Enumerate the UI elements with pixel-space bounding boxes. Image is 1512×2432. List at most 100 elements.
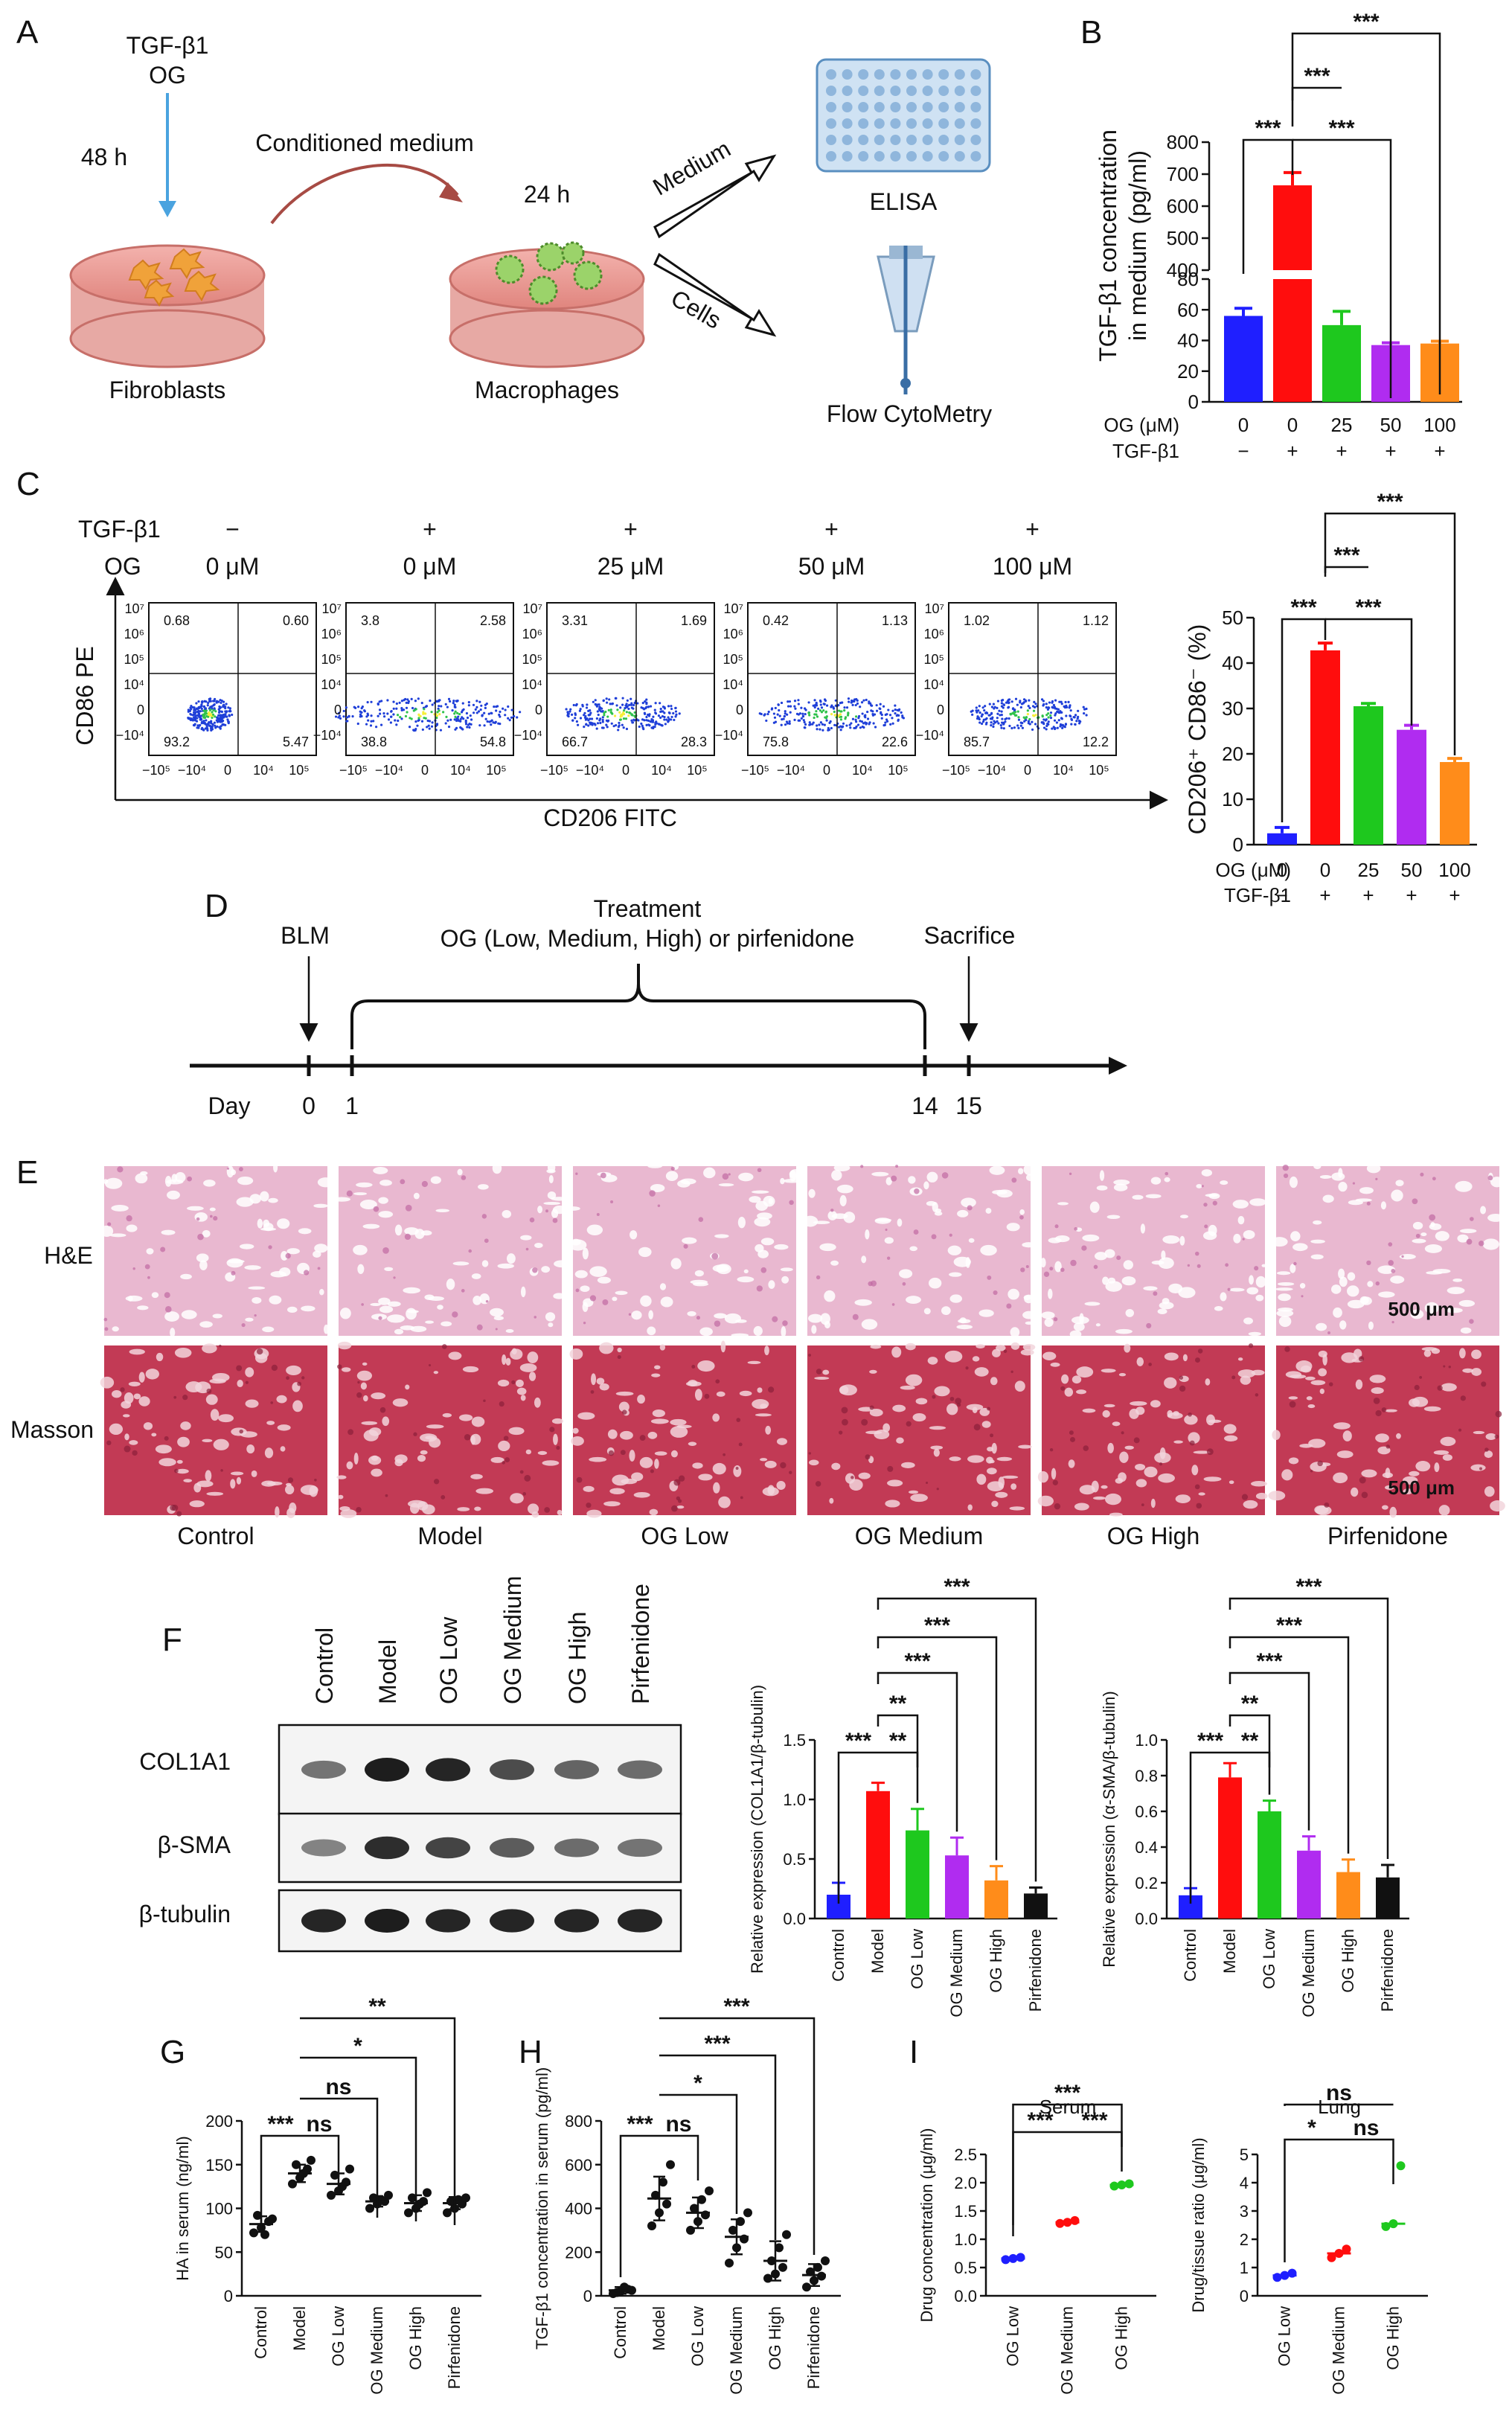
flow-event — [567, 712, 570, 715]
flow-event — [602, 700, 605, 703]
masson-tile-alveolus — [586, 1509, 602, 1518]
flow-event — [1058, 700, 1061, 703]
flow-xtick: 0 — [421, 763, 429, 778]
flow-event — [645, 703, 648, 705]
masson-tile-alveolus — [858, 1472, 871, 1479]
he-tile-nucleus — [238, 1167, 243, 1171]
he-tile — [1276, 1166, 1499, 1336]
he-tile-alveolus — [961, 1197, 976, 1208]
masson-tile-alveolus — [218, 1414, 234, 1423]
he-tile-alveolus — [103, 1179, 109, 1184]
he-tile-alveolus — [373, 1167, 388, 1174]
masson-tile-alveolus — [976, 1473, 987, 1485]
flow-event — [370, 720, 373, 723]
flow-event — [1008, 717, 1010, 720]
flow-event — [813, 704, 817, 707]
flow-event — [1040, 698, 1044, 701]
e-group-label: Model — [417, 1523, 482, 1549]
he-tile-alveolus — [547, 1162, 556, 1173]
elisa-well — [874, 151, 885, 161]
chartF2-sig5-bracket — [1228, 1636, 1350, 1854]
f-blot-band — [554, 1909, 599, 1933]
quad-lr: 28.3 — [681, 735, 707, 749]
elisa-well — [842, 151, 853, 161]
he-tile-alveolus — [1044, 1318, 1054, 1327]
he-tile-alveolus — [269, 1295, 282, 1305]
b-bar-upper — [1273, 185, 1312, 270]
masson-tile-alveolus — [1237, 1369, 1256, 1378]
he-tile-nucleus — [610, 1200, 614, 1204]
masson-tile-nucleus — [1289, 1401, 1296, 1408]
flow-event — [502, 707, 504, 710]
he-tile-alveolus — [478, 1184, 489, 1190]
flow-event — [808, 723, 811, 726]
masson-tile-alveolus — [133, 1393, 141, 1400]
elisa-well — [858, 86, 869, 96]
flow-event — [819, 700, 822, 703]
masson-tile-alveolus — [245, 1367, 254, 1377]
flow-event — [662, 705, 665, 708]
masson-tile-alveolus — [100, 1376, 115, 1389]
flow-event — [1022, 701, 1025, 704]
flow-event — [203, 700, 206, 703]
flow-event — [998, 709, 1001, 712]
elisa-well — [890, 151, 901, 161]
flow-event — [613, 714, 617, 717]
flow-event — [1033, 700, 1036, 703]
he-tile-alveolus — [410, 1325, 427, 1332]
flow-event — [206, 704, 209, 707]
flow-event — [210, 729, 213, 732]
masson-tile-alveolus — [887, 1479, 903, 1487]
he-tile-nucleus — [967, 1205, 973, 1211]
he-tile-alveolus — [908, 1176, 916, 1184]
flow-event — [991, 716, 994, 719]
masson-tile-nucleus — [620, 1450, 626, 1456]
he-tile-alveolus — [471, 1273, 481, 1279]
flow-event — [198, 724, 201, 727]
flow-event — [210, 720, 213, 723]
he-tile-alveolus — [493, 1316, 504, 1321]
flow-event — [206, 723, 209, 726]
he-tile-alveolus — [1278, 1293, 1291, 1302]
masson-tile-alveolus — [652, 1409, 665, 1418]
chartH-ytick-label: 800 — [565, 2112, 592, 2131]
flow-event — [605, 697, 608, 700]
flow-event — [655, 720, 658, 723]
chartI1-sig3-bracket — [1012, 2103, 1123, 2225]
flow-event — [633, 711, 636, 714]
he-tile-alveolus — [548, 1322, 554, 1328]
he-tile-nucleus — [1049, 1267, 1054, 1271]
masson-tile-alveolus — [777, 1438, 787, 1445]
c-ytick-label: 10 — [1222, 788, 1243, 810]
flow-event — [209, 713, 212, 716]
he-tile-alveolus — [884, 1237, 894, 1244]
panel-letter-i: I — [909, 2034, 918, 2070]
flow-event — [824, 716, 827, 719]
he-tile-alveolus — [1095, 1323, 1101, 1327]
flow-event — [990, 721, 993, 724]
quad-lr: 5.47 — [283, 735, 309, 749]
flow-event — [484, 717, 487, 720]
masson-tile-alveolus — [442, 1412, 452, 1418]
masson-tile-alveolus — [762, 1487, 779, 1497]
he-tile-alveolus — [125, 1295, 143, 1302]
he-tile-nucleus — [532, 1267, 538, 1273]
flow-event — [622, 726, 625, 729]
elisa-well — [874, 69, 885, 80]
he-tile-alveolus — [965, 1257, 970, 1268]
fibroblast-dish-icon — [69, 244, 266, 368]
flow-event — [1074, 723, 1077, 726]
flow-xtick: 10⁴ — [253, 763, 274, 778]
masson-tile-alveolus — [213, 1439, 229, 1450]
masson-tile-alveolus — [839, 1386, 849, 1395]
he-tile-alveolus — [680, 1178, 696, 1185]
flow-event — [815, 710, 818, 713]
chartH-point — [813, 2262, 822, 2272]
flow-event — [481, 714, 484, 717]
masson-tile-alveolus — [276, 1395, 287, 1404]
flow-event — [210, 727, 213, 730]
flow-ytick: 10⁵ — [321, 652, 342, 667]
flow-event — [605, 719, 609, 722]
flow-event — [1057, 719, 1060, 722]
chartI2-ytick-label: 3 — [1240, 2202, 1249, 2221]
